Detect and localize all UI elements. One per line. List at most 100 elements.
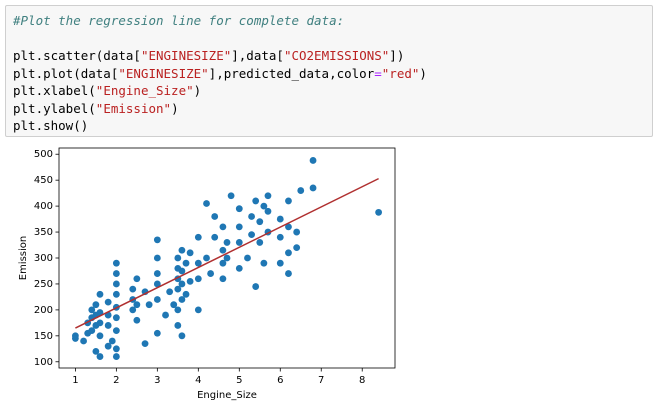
point [186,249,194,257]
point [92,347,100,355]
point [104,322,112,329]
point [248,231,255,239]
y-tick-label: 400 [34,201,53,212]
point [129,306,137,314]
point [219,223,227,231]
point [244,254,251,262]
code-cell[interactable]: #Plot the regression line for complete d… [5,5,653,137]
point [104,342,112,350]
point [112,280,120,288]
operator: = [374,65,382,81]
point [276,259,284,267]
y-tick-label: 200 [34,305,53,316]
x-tick-label: 2 [113,375,119,386]
point [211,213,219,220]
x-tick-label: 3 [154,375,160,386]
point [264,207,272,215]
point [248,213,255,220]
code-token: ) [171,100,179,116]
code-token: ],data[ [231,48,284,63]
point [129,285,137,293]
point [235,239,243,246]
code-line: plt.scatter(data["ENGINESIZE"],data["CO2… [13,47,427,65]
point [203,254,210,262]
point [293,228,301,236]
axes-frame [58,147,396,369]
point [145,301,153,309]
point [112,314,120,322]
point [219,275,227,283]
point [178,296,186,303]
x-tick-label: 1 [72,375,78,386]
y-tick-label: 450 [34,175,53,186]
code-line: #Plot the regression line for complete d… [13,12,427,30]
point [112,259,120,267]
point [88,306,96,314]
point [285,223,292,231]
point [227,192,235,200]
point [219,246,227,254]
comment: #Plot the regression line for complete d… [13,13,345,28]
point [108,337,116,345]
y-tick-label: 100 [34,357,53,368]
point [153,296,161,303]
point [223,239,231,246]
point [178,280,186,288]
point [194,259,202,267]
point [88,327,96,335]
point [112,270,120,277]
code-token: ) [193,83,202,98]
point [174,322,182,329]
y-tick-label: 500 [34,149,53,160]
code-line: plt.show() [13,117,427,135]
point [203,200,210,207]
code: #Plot the regression line for complete d… [13,12,427,135]
x-axis-label: Engine_Size [197,390,257,401]
code-token: plt.plot(data[ [13,65,119,81]
point [235,264,243,272]
point [133,275,141,283]
y-tick-label: 350 [34,227,53,238]
point [182,259,190,267]
code-token: ]) [389,48,405,63]
point [153,236,161,244]
point [252,197,260,205]
code-token: ) [419,65,427,81]
point [178,267,186,275]
point [194,275,202,283]
point [207,270,215,277]
point [162,311,169,319]
string: "ENGINESIZE" [118,65,209,81]
string: "Engine_Size" [95,83,194,98]
point [178,332,186,340]
point [264,192,272,200]
y-tick-label: 300 [34,253,53,264]
point [178,246,186,254]
point [112,290,120,298]
string: "ENGINESIZE" [140,48,232,63]
point [170,301,178,309]
code-token: ],predicted_data,color [208,65,375,81]
point [182,290,190,298]
point [96,353,104,360]
point [96,309,104,316]
point [219,259,227,267]
point [235,205,243,213]
y-axis-label: Emission [18,236,29,281]
point [112,327,120,335]
x-tick-label: 8 [359,375,365,386]
y-tick-label: 150 [34,331,53,342]
x-tick-label: 4 [195,375,201,386]
point [276,215,284,223]
point [285,249,292,257]
point [276,233,284,241]
point [96,332,104,340]
point [133,316,141,324]
point [96,319,104,327]
point [174,254,182,262]
x-tick-label: 7 [318,375,324,386]
point [309,184,317,192]
point [104,298,112,306]
code-line: plt.xlabel("Engine_Size") [13,82,427,100]
